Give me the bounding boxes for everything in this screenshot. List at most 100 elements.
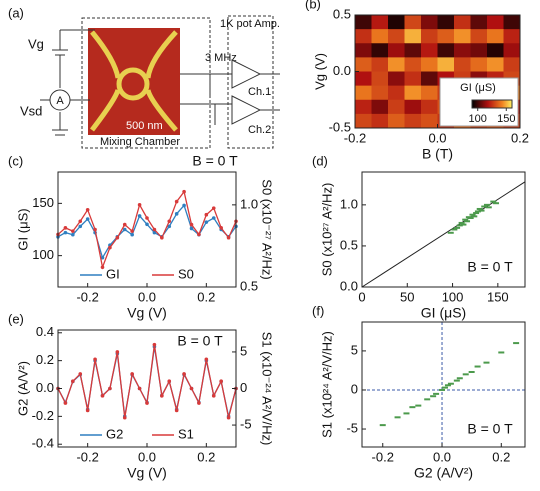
y-tick-label: -5 xyxy=(346,420,358,435)
x-tick-label: 0.2 xyxy=(492,449,510,464)
data-point xyxy=(460,223,467,226)
data-point xyxy=(458,221,465,224)
colorbar xyxy=(471,99,513,109)
x-axis-label: B (T) xyxy=(422,146,453,162)
plot-frame xyxy=(361,321,526,448)
data-point xyxy=(85,207,90,212)
y2-tick-label: 0 xyxy=(240,380,247,395)
data-point xyxy=(219,226,223,230)
y-tick-label: -0.5 xyxy=(329,119,351,134)
x-tick-label: 0.0 xyxy=(428,130,446,145)
heatmap-cell xyxy=(355,15,372,30)
data-point xyxy=(453,379,460,382)
heatmap-cell xyxy=(404,71,422,87)
data-point xyxy=(137,214,142,218)
data-point xyxy=(476,207,483,210)
legend-label: GI xyxy=(106,266,120,281)
wires xyxy=(180,73,280,125)
x-tick-label: 0.0 xyxy=(138,449,156,464)
heatmap-cell xyxy=(487,29,504,44)
data-point xyxy=(441,386,448,389)
heatmap-cell xyxy=(470,57,488,72)
data-point xyxy=(424,398,431,401)
data-point xyxy=(122,222,127,227)
heatmap-cell xyxy=(371,57,389,72)
data-point xyxy=(71,229,75,233)
annotation: B = 0 T xyxy=(177,333,223,349)
annotation: B = 0 T xyxy=(467,259,513,275)
data-point xyxy=(197,232,201,237)
data-point xyxy=(485,206,492,209)
heatmap-cell xyxy=(355,43,372,58)
heatmap-cell xyxy=(404,43,422,58)
data-point xyxy=(93,227,97,232)
data-point xyxy=(189,222,194,227)
data-point xyxy=(467,217,474,219)
data-point xyxy=(130,229,134,233)
data-point xyxy=(78,219,83,224)
data-point xyxy=(474,365,481,368)
y-tick-label: 0.0 xyxy=(36,380,54,395)
y-axis-label: Vg (V) xyxy=(312,53,327,90)
data-point xyxy=(130,372,134,376)
data-point xyxy=(211,216,216,220)
data-point xyxy=(226,415,231,420)
data-point xyxy=(483,203,490,206)
data-point xyxy=(182,203,186,208)
data-point xyxy=(189,226,194,231)
frequency-label: 3 MHz xyxy=(205,52,237,64)
data-point xyxy=(513,342,520,345)
heatmap-cell xyxy=(421,29,438,44)
heatmap-cell xyxy=(371,71,389,87)
y-axis-label: G2 (A/V²) xyxy=(15,361,30,416)
data-point xyxy=(498,351,505,354)
colorbar-tick-label: 100 xyxy=(469,113,487,125)
vg-label: Vg xyxy=(28,36,44,51)
heatmap-cell xyxy=(388,57,405,72)
data-point xyxy=(456,224,463,227)
data-point xyxy=(100,255,105,260)
heatmap-cell xyxy=(454,29,471,44)
data-point xyxy=(145,216,149,220)
series-line xyxy=(57,344,237,418)
y-tick-label: 0.0 xyxy=(333,63,351,78)
heatmap-cell xyxy=(421,43,438,58)
x-tick-label: 50 xyxy=(400,289,414,304)
heatmap-cell xyxy=(404,85,422,101)
data-point xyxy=(182,189,186,194)
data-point xyxy=(108,386,112,391)
heatmap-cell xyxy=(470,29,488,44)
ammeter xyxy=(49,89,71,111)
y2-axis-label: S0 (x10⁻²⁷ A²/Hz) xyxy=(260,179,275,279)
y-tick-label: 5 xyxy=(351,342,358,357)
x-tick-label: -0.2 xyxy=(76,289,98,304)
data-point xyxy=(493,202,500,205)
x-tick-label: 0.2 xyxy=(511,130,529,145)
data-point xyxy=(462,218,469,221)
panel-label: (a) xyxy=(8,5,24,20)
heatmap-cell xyxy=(388,71,405,87)
heatmap-cell xyxy=(487,43,504,58)
data-point xyxy=(160,394,164,398)
x-tick-label: -0.2 xyxy=(344,130,366,145)
x-axis-label: GI (μS) xyxy=(421,305,466,321)
data-point xyxy=(167,219,172,224)
colorbar-tick-label: 150 xyxy=(497,113,515,125)
y-tick-label: 0.4 xyxy=(36,324,54,339)
x-axis-label: G2 (A/V²) xyxy=(414,465,473,481)
data-point xyxy=(379,424,386,427)
diagram: (a) 500 nm Mixing Chamber 3 MHz 1K pot A… xyxy=(8,5,280,149)
data-point xyxy=(152,342,157,347)
heatmap-cell xyxy=(421,85,438,101)
heatmap-cell xyxy=(421,113,438,129)
data-point xyxy=(130,232,134,237)
heatmap-cell xyxy=(503,29,521,44)
heatmap-cell xyxy=(454,43,471,58)
y-axis-label: S0 (x10²⁷ A²/Hz) xyxy=(319,183,334,277)
legend-label: S1 xyxy=(178,426,194,441)
plot-frame xyxy=(361,171,526,288)
data-point xyxy=(85,408,90,413)
data-point xyxy=(85,217,90,221)
